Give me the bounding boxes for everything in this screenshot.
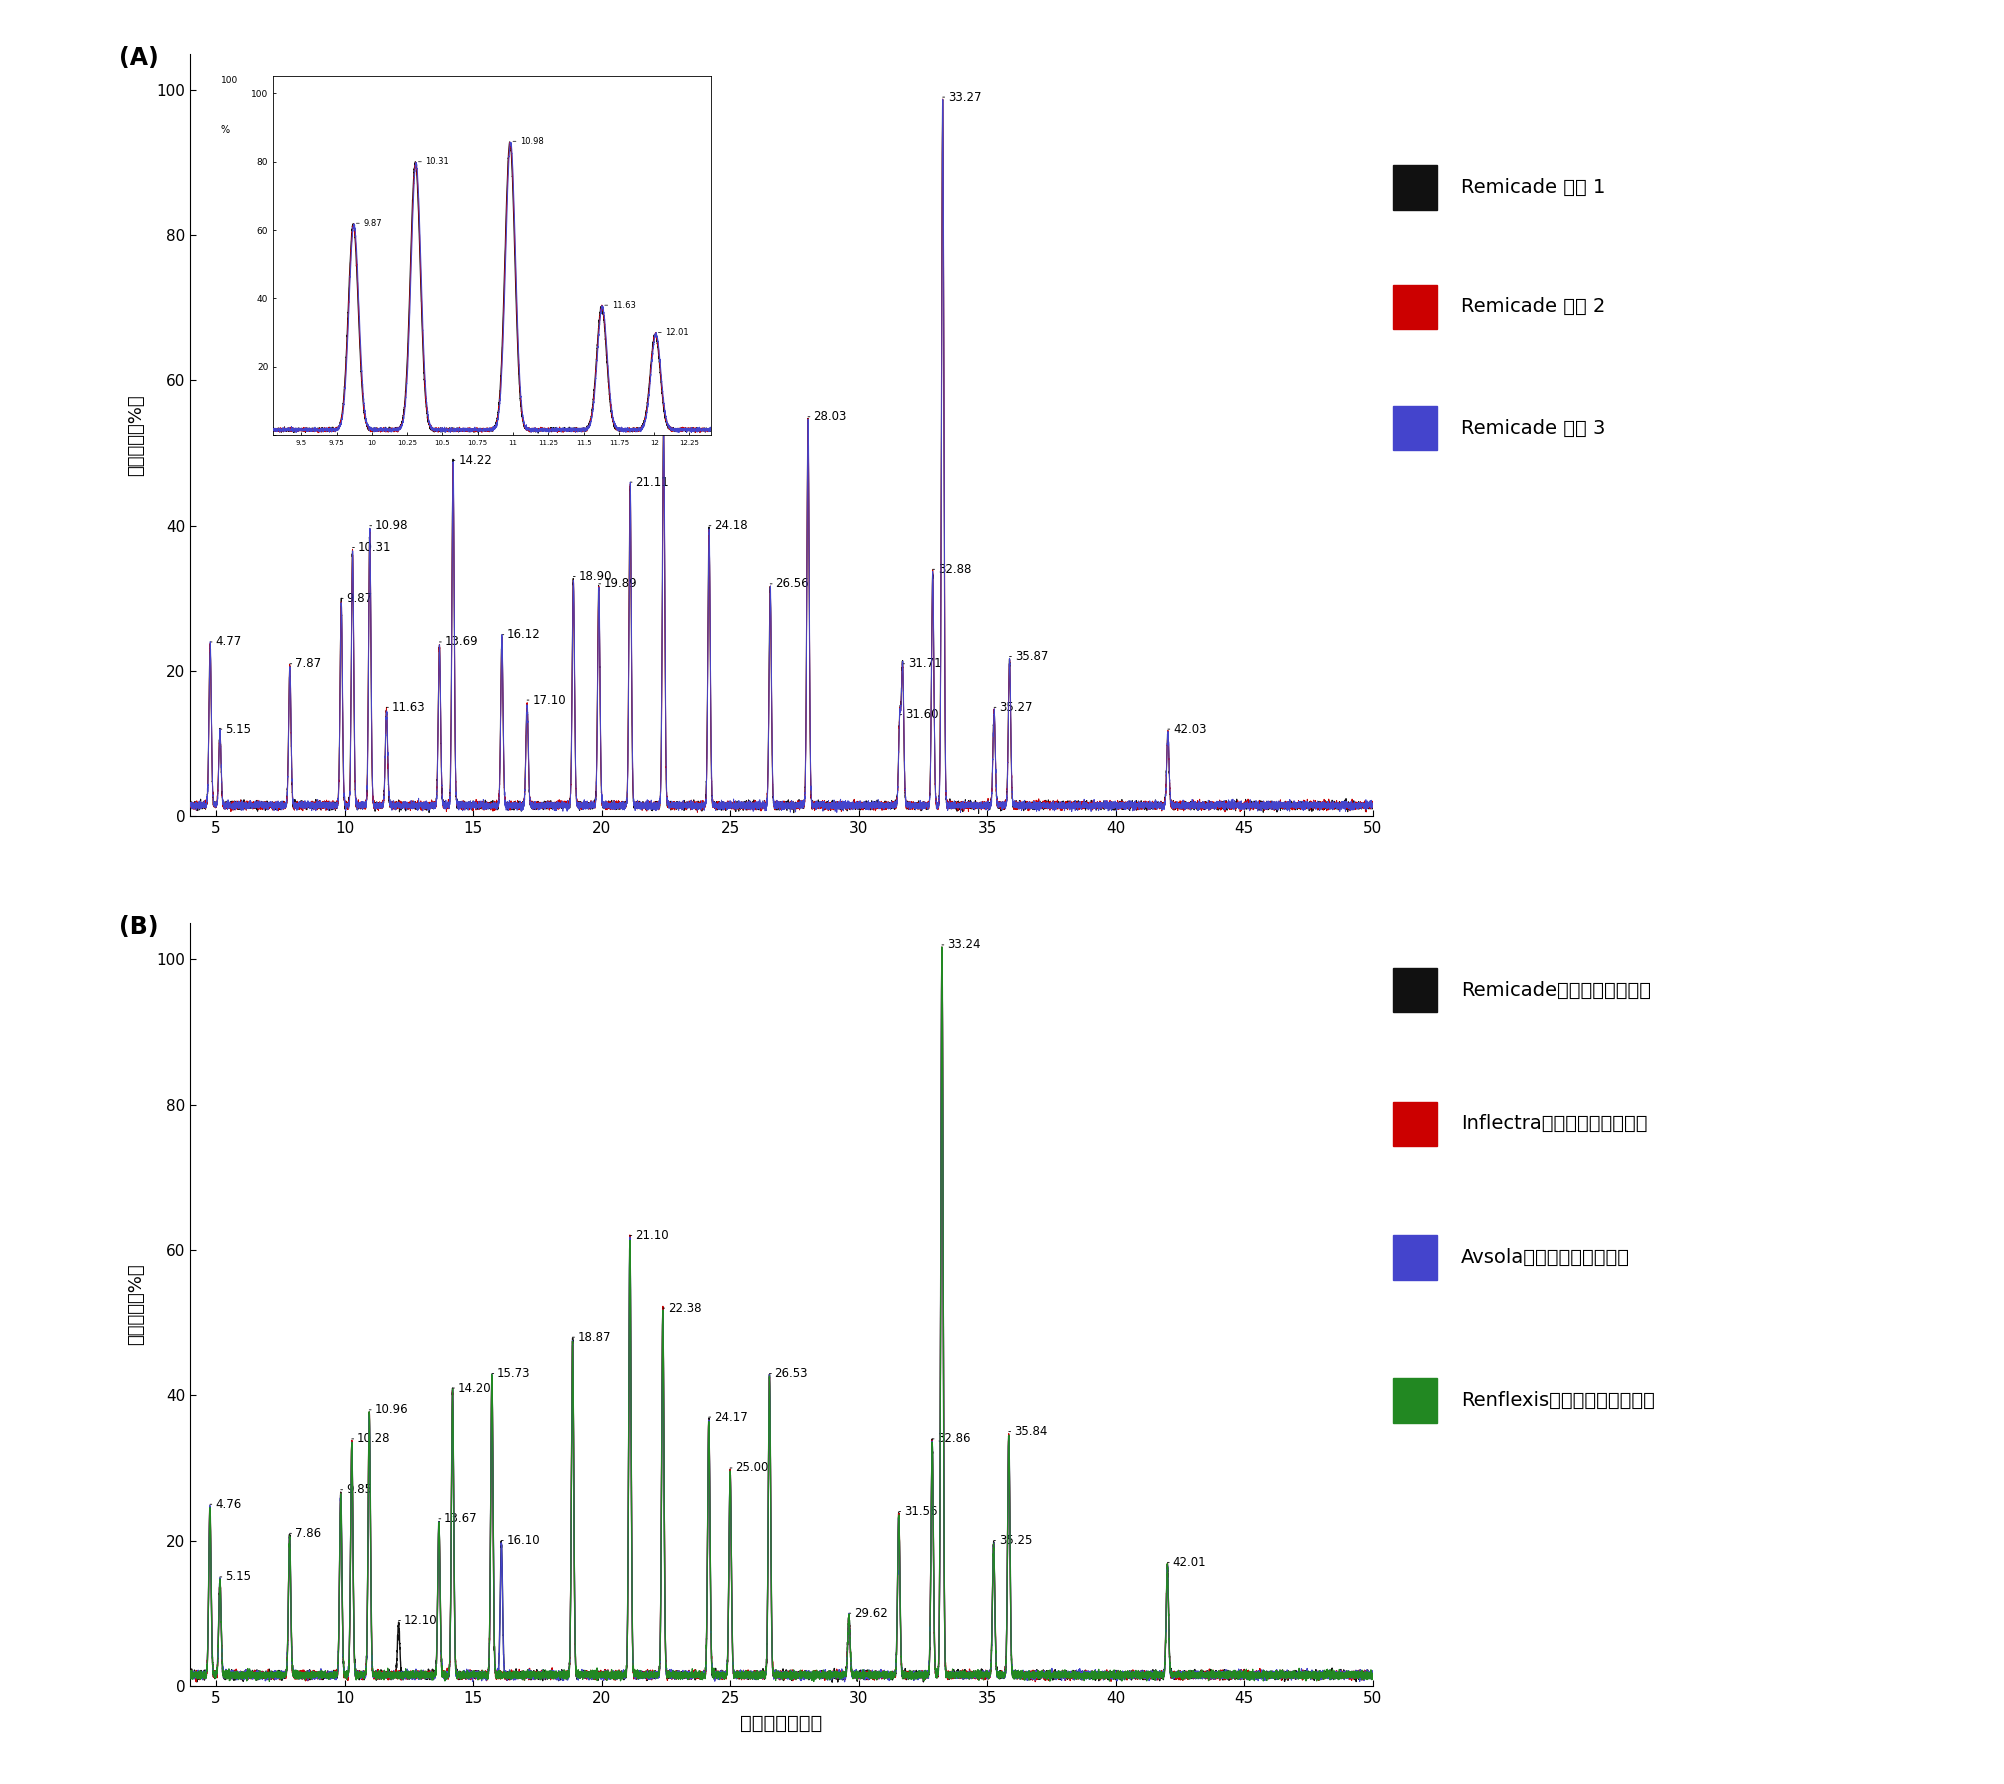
Text: 13.69: 13.69 xyxy=(445,635,479,648)
Text: Avsola（バイオシミラー）: Avsola（バイオシミラー） xyxy=(1461,1249,1629,1267)
Text: Renflexis（バイオシミラー）: Renflexis（バイオシミラー） xyxy=(1461,1392,1655,1409)
Text: 9.87: 9.87 xyxy=(347,592,373,605)
Text: 4.77: 4.77 xyxy=(214,635,242,648)
Text: 10.98: 10.98 xyxy=(375,519,409,532)
Text: 42.01: 42.01 xyxy=(1172,1556,1206,1568)
Text: 16.12: 16.12 xyxy=(507,628,541,640)
Text: 35.27: 35.27 xyxy=(1000,701,1032,714)
Text: 11.63: 11.63 xyxy=(391,701,425,714)
Text: 35.84: 35.84 xyxy=(1014,1425,1048,1438)
Text: 21.11: 21.11 xyxy=(635,476,669,489)
Text: 33.27: 33.27 xyxy=(948,91,982,103)
Text: 26.53: 26.53 xyxy=(776,1367,808,1381)
Text: Remicade 注入 1: Remicade 注入 1 xyxy=(1461,178,1605,196)
Text: 26.56: 26.56 xyxy=(776,578,810,591)
Text: 12.10: 12.10 xyxy=(403,1615,437,1627)
Text: Inflectra（バイオシミラー）: Inflectra（バイオシミラー） xyxy=(1461,1115,1647,1133)
Text: 42.03: 42.03 xyxy=(1172,723,1206,735)
Text: 4.76: 4.76 xyxy=(214,1499,240,1511)
Text: 32.86: 32.86 xyxy=(938,1433,970,1445)
Text: 17.10: 17.10 xyxy=(533,694,565,706)
Text: 13.67: 13.67 xyxy=(445,1513,477,1525)
Text: 31.60: 31.60 xyxy=(906,708,938,721)
Text: 18.87: 18.87 xyxy=(577,1331,611,1343)
Text: (B): (B) xyxy=(120,915,158,940)
Text: 10.31: 10.31 xyxy=(357,541,391,555)
Text: 22.38: 22.38 xyxy=(667,1302,701,1315)
Text: 15.73: 15.73 xyxy=(497,1367,531,1381)
Text: 24.18: 24.18 xyxy=(713,519,747,532)
Text: 29.62: 29.62 xyxy=(854,1607,888,1620)
Text: 35.87: 35.87 xyxy=(1014,649,1048,664)
Text: 21.10: 21.10 xyxy=(635,1229,669,1242)
Text: 10.96: 10.96 xyxy=(375,1404,409,1416)
Text: Remicade（イノベーター）: Remicade（イノベーター） xyxy=(1461,981,1651,999)
Text: 24.17: 24.17 xyxy=(713,1411,747,1424)
Text: 5.15: 5.15 xyxy=(224,723,250,735)
Text: 16.10: 16.10 xyxy=(507,1534,541,1547)
Text: 31.56: 31.56 xyxy=(904,1506,938,1518)
Text: 10.28: 10.28 xyxy=(357,1433,391,1445)
X-axis label: 保持時間（分）: 保持時間（分） xyxy=(739,1714,824,1732)
Text: 22.41: 22.41 xyxy=(669,417,703,430)
Text: 18.90: 18.90 xyxy=(579,571,611,583)
Text: 28.03: 28.03 xyxy=(814,410,846,423)
Y-axis label: 相対強度（%）: 相対強度（%） xyxy=(128,1263,146,1345)
Y-axis label: 相対強度（%）: 相対強度（%） xyxy=(128,394,146,476)
Text: 9.85: 9.85 xyxy=(347,1483,373,1497)
Text: 33.24: 33.24 xyxy=(948,938,980,951)
Text: 7.86: 7.86 xyxy=(295,1527,321,1540)
Text: 5.15: 5.15 xyxy=(224,1570,250,1584)
Text: 35.25: 35.25 xyxy=(998,1534,1032,1547)
Text: 14.22: 14.22 xyxy=(459,453,491,467)
Text: 31.71: 31.71 xyxy=(908,657,942,671)
Text: 14.20: 14.20 xyxy=(457,1381,491,1395)
Text: Remicade 注入 2: Remicade 注入 2 xyxy=(1461,298,1605,316)
Text: 25.00: 25.00 xyxy=(735,1461,770,1474)
Text: Remicade 注入 3: Remicade 注入 3 xyxy=(1461,419,1605,437)
Text: (A): (A) xyxy=(120,46,158,70)
Text: 19.89: 19.89 xyxy=(603,578,637,591)
Text: 32.88: 32.88 xyxy=(938,562,972,576)
Text: 7.87: 7.87 xyxy=(295,657,321,671)
